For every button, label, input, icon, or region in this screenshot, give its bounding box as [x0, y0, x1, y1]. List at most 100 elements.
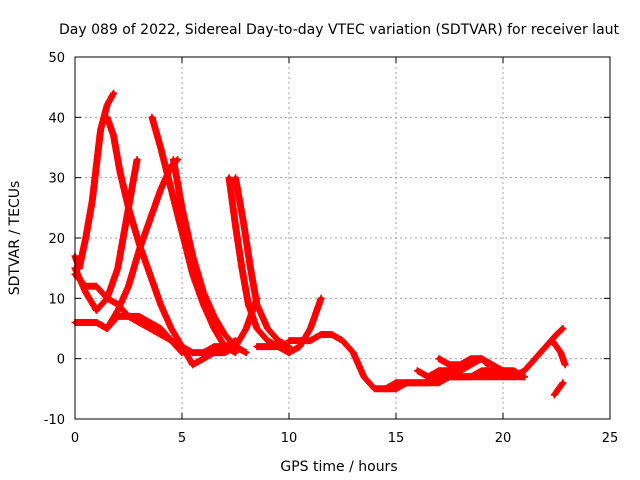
- data-point: [126, 314, 131, 319]
- y-tick-label: 0: [57, 353, 65, 368]
- data-point: [158, 187, 163, 192]
- data-point: [147, 272, 152, 277]
- data-point: [94, 320, 99, 325]
- data-point: [404, 380, 409, 385]
- data-point: [111, 91, 116, 96]
- data-point: [558, 350, 563, 355]
- data-point: [105, 103, 110, 108]
- data-point: [276, 338, 281, 343]
- data-point: [436, 356, 441, 361]
- data-point: [147, 326, 152, 331]
- series-track-r: [550, 379, 567, 399]
- data-point: [297, 344, 302, 349]
- data-point: [297, 338, 302, 343]
- data-point: [169, 326, 174, 331]
- data-point: [426, 374, 431, 379]
- data-point: [83, 284, 88, 289]
- grid: [75, 57, 610, 419]
- data-point: [319, 296, 324, 301]
- data-point: [479, 368, 484, 373]
- data-point: [180, 230, 184, 234]
- data-layer: [71, 89, 569, 399]
- data-point: [201, 356, 206, 361]
- series-track: [148, 113, 239, 357]
- data-point: [83, 290, 88, 295]
- y-tick-label: 10: [48, 292, 65, 307]
- data-point: [458, 374, 463, 379]
- data-point: [239, 266, 244, 271]
- x-tick-label: 0: [71, 431, 79, 446]
- data-point: [158, 332, 163, 337]
- data-point: [180, 205, 184, 210]
- data-point: [233, 344, 238, 349]
- series-track-f: [169, 156, 250, 357]
- data-point: [90, 199, 95, 204]
- x-tick-label: 25: [602, 431, 619, 446]
- data-point: [329, 332, 334, 337]
- data-point: [126, 205, 131, 210]
- data-point: [554, 344, 559, 349]
- data-point: [190, 272, 195, 277]
- data-point: [201, 290, 206, 295]
- x-tick-label: 5: [178, 431, 186, 446]
- data-point: [190, 350, 195, 355]
- data-point: [287, 344, 291, 349]
- data-point: [563, 362, 568, 367]
- data-point: [351, 350, 356, 355]
- data-point: [105, 326, 110, 331]
- series-track-q: [548, 337, 569, 369]
- data-point: [158, 302, 163, 307]
- data-point: [117, 169, 122, 174]
- series-track-i: [225, 174, 293, 357]
- data-point: [550, 338, 555, 343]
- data-point: [490, 374, 495, 379]
- y-tick-label: 50: [48, 51, 65, 66]
- chart-title: Day 089 of 2022, Sidereal Day-to-day VTE…: [59, 22, 620, 38]
- data-point: [248, 266, 253, 271]
- x-axis-label: GPS time / hours: [280, 459, 397, 475]
- y-tick-label: 30: [48, 172, 65, 187]
- data-point: [180, 344, 184, 349]
- data-point: [308, 338, 313, 343]
- data-point: [265, 344, 270, 349]
- data-point: [479, 356, 484, 361]
- data-point: [244, 350, 249, 355]
- series-track: [435, 355, 492, 369]
- data-point: [105, 115, 110, 120]
- data-point: [436, 374, 441, 379]
- data-point: [490, 368, 495, 373]
- data-point: [447, 374, 452, 379]
- data-point: [415, 368, 420, 373]
- series-track-k: [189, 294, 261, 369]
- data-point: [560, 326, 565, 331]
- data-point: [361, 374, 366, 379]
- data-point: [227, 175, 232, 180]
- data-point: [212, 350, 217, 355]
- data-point: [233, 223, 238, 228]
- data-point: [479, 374, 484, 379]
- data-point: [490, 362, 495, 367]
- data-point: [158, 145, 163, 150]
- data-point: [254, 344, 259, 349]
- data-point: [147, 320, 152, 325]
- data-point: [468, 356, 473, 361]
- data-point: [150, 115, 154, 120]
- data-point: [201, 302, 206, 307]
- data-point: [137, 320, 142, 325]
- data-point: [468, 362, 473, 367]
- data-point: [486, 362, 490, 367]
- data-point: [242, 223, 247, 228]
- data-point: [533, 356, 538, 361]
- data-point: [126, 284, 131, 289]
- data-point: [372, 386, 377, 391]
- data-point: [458, 368, 463, 373]
- data-point: [94, 284, 99, 289]
- data-point: [171, 157, 176, 162]
- data-point: [115, 302, 120, 307]
- y-tick-label: -10: [44, 413, 65, 428]
- data-point: [511, 374, 516, 379]
- data-point: [169, 187, 174, 192]
- data-point: [190, 362, 195, 367]
- data-point: [212, 344, 217, 349]
- data-point: [265, 338, 270, 343]
